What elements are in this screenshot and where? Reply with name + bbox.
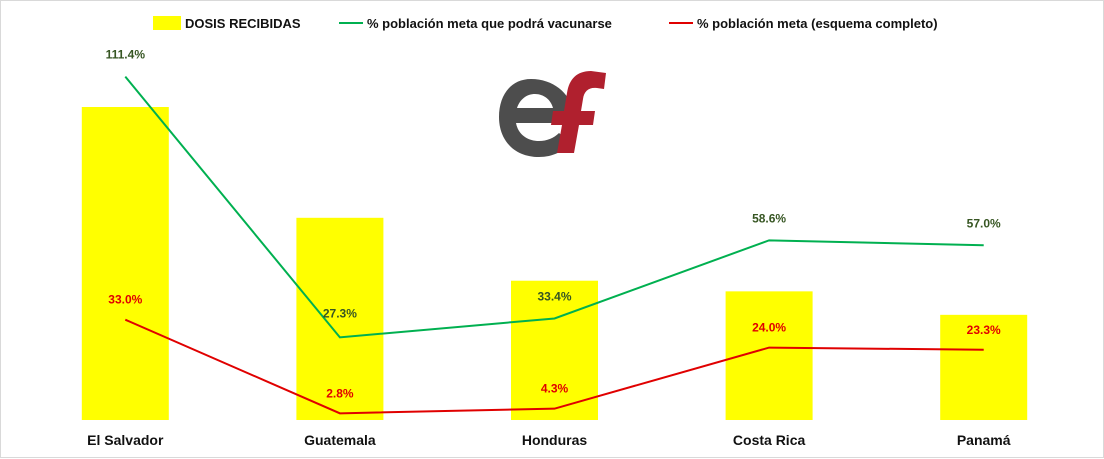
data-label-green-panama: 57.0% xyxy=(967,216,1001,230)
category-axis: El Salvador Guatemala Honduras Costa Rica Pa… xyxy=(87,432,1011,448)
data-label-red-el-salvador: 33.0% xyxy=(108,293,142,307)
category-label-honduras: Honduras xyxy=(522,432,588,448)
data-label-red-honduras: 4.3% xyxy=(541,382,569,396)
legend-swatch-bar xyxy=(153,16,181,30)
data-label-red-panama: 23.3% xyxy=(967,323,1001,337)
legend: DOSIS RECIBIDAS % población meta que pod… xyxy=(153,16,938,31)
data-label-red-guatemala: 2.8% xyxy=(326,386,354,400)
category-label-costa-rica: Costa Rica xyxy=(733,432,806,448)
ef-logo xyxy=(499,71,606,157)
data-label-green-honduras: 33.4% xyxy=(537,289,571,303)
category-label-panama: Panamá xyxy=(957,432,1011,448)
data-label-green-costa-rica: 58.6% xyxy=(752,211,786,225)
data-label-green-guatemala: 27.3% xyxy=(323,306,357,320)
logo-f-shape xyxy=(551,71,606,153)
bar-el-salvador xyxy=(82,107,169,420)
legend-label-green-line: % población meta que podrá vacunarse xyxy=(367,16,612,31)
category-label-el-salvador: El Salvador xyxy=(87,432,164,448)
data-label-green-el-salvador: 111.4% xyxy=(106,48,146,62)
category-label-guatemala: Guatemala xyxy=(304,432,376,448)
data-label-red-costa-rica: 24.0% xyxy=(752,321,786,335)
legend-label-red-line: % población meta (esquema completo) xyxy=(697,16,938,31)
legend-label-bar: DOSIS RECIBIDAS xyxy=(185,16,301,31)
